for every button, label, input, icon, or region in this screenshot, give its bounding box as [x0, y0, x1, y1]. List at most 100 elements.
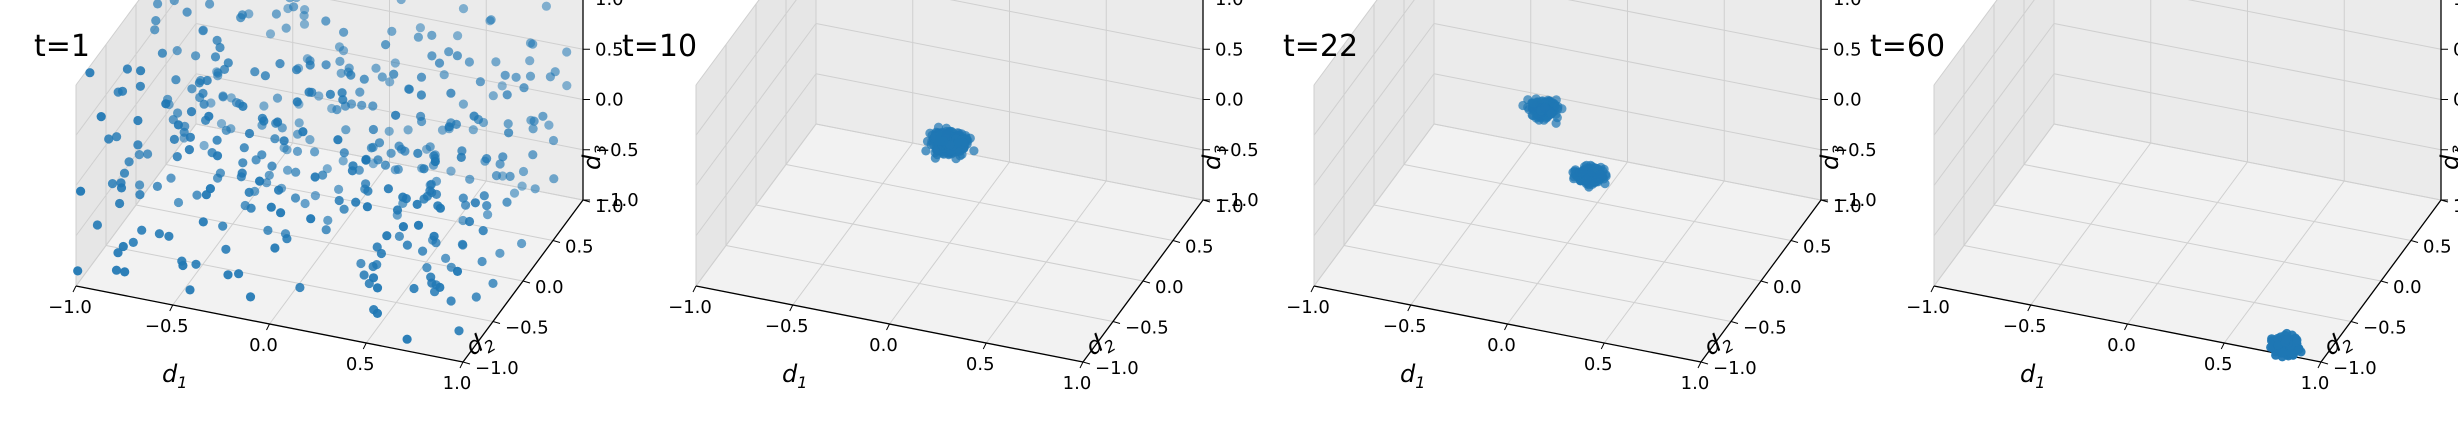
gridline [815, 123, 1204, 201]
x-tick [1310, 285, 1315, 293]
data-point [528, 150, 538, 160]
data-point [92, 220, 102, 230]
data-point [271, 9, 281, 19]
data-point [478, 226, 488, 236]
data-point [295, 282, 305, 293]
data-point [212, 67, 222, 77]
gridline [2053, 23, 2442, 100]
data-point [482, 201, 492, 211]
data-point [1575, 167, 1585, 177]
data-point [483, 210, 493, 220]
gridline [1373, 204, 1762, 282]
data-point [409, 283, 419, 294]
data-point [502, 90, 512, 100]
data-point [289, 2, 299, 12]
x-tick [266, 323, 270, 331]
y-tick [1142, 280, 1151, 284]
data-point [120, 267, 130, 277]
data-point [294, 118, 304, 128]
data-point [525, 71, 536, 81]
y-tick [1700, 361, 1709, 365]
data-point [305, 135, 315, 145]
gridline [1933, 0, 2035, 136]
data-point [73, 266, 83, 276]
data-point [338, 95, 348, 105]
data-point [385, 77, 395, 87]
y-tick-label: 0.5 [565, 237, 594, 258]
y-tick [462, 361, 471, 365]
data-point [517, 238, 527, 249]
data-point [415, 23, 425, 33]
data-point [135, 190, 145, 200]
x-tick-label: −1.0 [48, 297, 92, 318]
data-point [322, 164, 332, 174]
data-point [528, 124, 538, 134]
data-point [458, 4, 469, 14]
data-point [199, 99, 209, 109]
x-tick [1930, 285, 1935, 293]
data-point [562, 47, 572, 57]
x-tick [982, 342, 987, 350]
data-point [339, 204, 349, 214]
y-tick-label: 0.5 [1803, 237, 1832, 258]
data-point [416, 90, 426, 100]
data-point [137, 225, 147, 235]
z-tick-label: 1.0 [595, 0, 624, 10]
x-tick [1407, 304, 1412, 312]
y-tick [1730, 321, 1739, 324]
data-point [263, 225, 273, 235]
data-point [265, 29, 276, 39]
gridline [1403, 164, 1792, 241]
gridline [815, 23, 1204, 100]
data-point [314, 91, 324, 101]
data-point [475, 77, 485, 87]
data-point [491, 57, 501, 67]
data-point [339, 148, 349, 158]
data-point [187, 84, 197, 94]
data-point [184, 145, 194, 155]
y-tick-label: 1.0 [1215, 196, 1244, 217]
data-point [383, 184, 393, 194]
data-point [359, 270, 369, 280]
gridline [1433, 23, 1822, 100]
data-point [338, 46, 349, 56]
data-point [434, 58, 445, 68]
data-point [418, 246, 428, 256]
data-point [260, 71, 270, 81]
data-point [1540, 103, 1550, 113]
z-tick-label: 0.0 [595, 90, 624, 111]
data-point [202, 75, 212, 86]
data-point [502, 197, 512, 207]
data-point [544, 120, 554, 130]
data-point [292, 0, 301, 3]
data-point [118, 241, 128, 252]
data-point [169, 134, 179, 144]
data-point [321, 16, 331, 26]
data-point [503, 119, 513, 129]
data-point [419, 164, 429, 174]
data-point [179, 133, 189, 143]
x-tick-label: 0.0 [249, 335, 278, 356]
z-tick-label: 0.5 [1833, 39, 1862, 60]
gridline [2223, 180, 2345, 344]
z-tick-label: −0.5 [595, 140, 639, 161]
y-tick-label: 0.5 [2423, 237, 2452, 258]
data-point [271, 118, 281, 128]
data-point [257, 120, 267, 130]
data-point [116, 183, 127, 193]
data-point [321, 60, 331, 70]
data-point [212, 135, 222, 145]
panel-2: −1.0−0.50.00.51.0−1.0−0.50.00.51.0−1.0−0… [622, 0, 1259, 394]
data-point [538, 111, 548, 121]
data-point [469, 111, 479, 121]
data-point [431, 238, 441, 248]
data-point [372, 260, 382, 270]
data-point [332, 105, 342, 115]
x-tick [1697, 361, 1702, 369]
data-point [357, 100, 367, 110]
gridline [1313, 0, 1378, 86]
y-tick [2350, 321, 2359, 324]
data-point [85, 68, 95, 78]
data-point [192, 190, 202, 200]
data-point [465, 174, 475, 184]
